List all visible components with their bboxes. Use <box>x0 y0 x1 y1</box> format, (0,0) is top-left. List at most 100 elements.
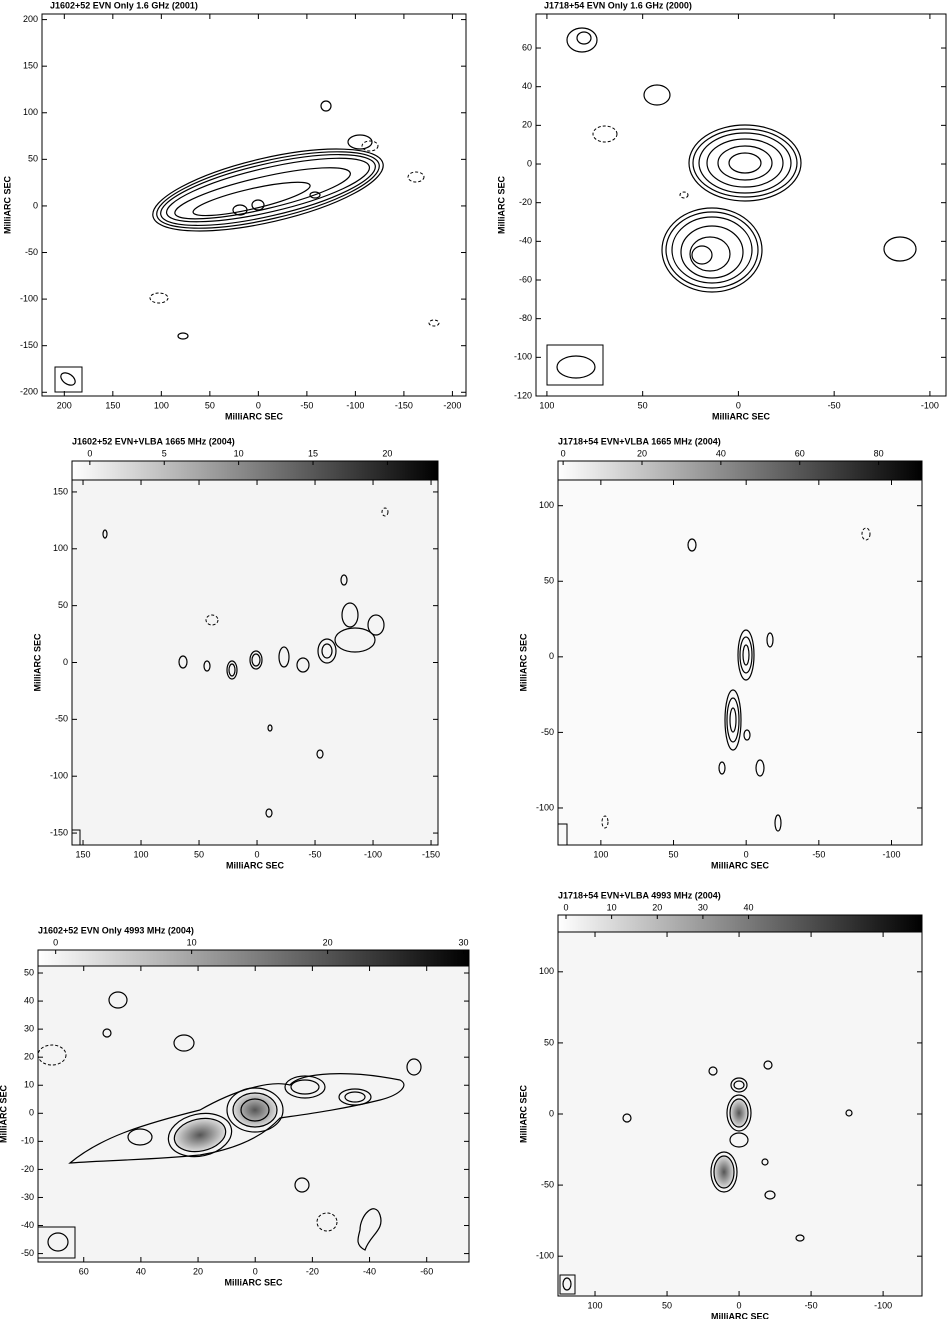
contours <box>54 100 440 393</box>
x-tick-label: 20 <box>193 1266 203 1276</box>
y-tick-label: 40 <box>24 995 34 1005</box>
y-tick-label: 30 <box>24 1024 34 1034</box>
y-tick-label: -40 <box>519 236 532 246</box>
map-title: J1602+52 EVN Only 1.6 GHz (2001) <box>50 0 198 10</box>
x-tick-label: 150 <box>76 849 91 859</box>
x-tick-label: -20 <box>306 1266 319 1276</box>
map-title: J1718+54 EVN+VLBA 4993 MHz (2004) <box>558 890 721 900</box>
y-tick-label: 0 <box>527 158 532 168</box>
y-tick-label: 200 <box>23 14 38 24</box>
colorbar-tick-label: 15 <box>308 448 318 458</box>
colorbar-tick-label: 40 <box>716 448 726 458</box>
x-axis-label: MilliARC SEC <box>711 1311 770 1319</box>
x-tick-label: 0 <box>744 849 749 859</box>
x-axis-label: MilliARC SEC <box>224 1277 283 1287</box>
y-tick-label: 0 <box>549 651 554 661</box>
x-tick-label: -50 <box>812 849 825 859</box>
x-tick-label: -50 <box>828 400 841 410</box>
y-tick-label: 20 <box>24 1052 34 1062</box>
colorbar-tick-label: 0 <box>561 448 566 458</box>
colorbar <box>71 460 439 481</box>
x-tick-label: -100 <box>882 849 900 859</box>
x-tick-label: -50 <box>300 400 313 410</box>
y-tick-label: 100 <box>53 543 68 553</box>
y-tick-label: -20 <box>519 197 532 207</box>
y-tick-label: 50 <box>544 1037 554 1047</box>
x-tick-label: -200 <box>443 400 461 410</box>
y-tick-label: -150 <box>20 340 38 350</box>
plot-frame <box>41 13 467 397</box>
colorbar <box>557 460 923 481</box>
map-title: J1718+54 EVN+VLBA 1665 MHz (2004) <box>558 436 721 446</box>
x-tick-label: -150 <box>422 849 440 859</box>
map-title: J1718+54 EVN Only 1.6 GHz (2000) <box>544 0 692 10</box>
x-tick-label: 0 <box>255 849 260 859</box>
colorbar-tick-label: 10 <box>187 937 197 947</box>
y-tick-label: -30 <box>21 1192 34 1202</box>
colorbar-tick-label: 20 <box>382 448 392 458</box>
y-tick-label: -100 <box>536 802 554 812</box>
y-tick-label: 10 <box>24 1080 34 1090</box>
x-tick-label: -100 <box>921 400 939 410</box>
x-tick-label: 0 <box>256 400 261 410</box>
colorbar-tick-label: 0 <box>53 937 58 947</box>
x-axis-label: MilliARC SEC <box>226 860 285 870</box>
x-tick-label: -50 <box>805 1300 818 1310</box>
plot-frame <box>535 13 947 397</box>
y-tick-label: -80 <box>519 313 532 323</box>
y-axis-label: MilliARC SEC <box>2 176 12 235</box>
x-tick-label: 0 <box>736 400 741 410</box>
colorbar <box>37 949 470 967</box>
map-background <box>72 480 438 845</box>
x-tick-label: 100 <box>154 400 169 410</box>
y-tick-label: 0 <box>63 657 68 667</box>
y-tick-label: 20 <box>522 120 532 130</box>
y-tick-label: 0 <box>549 1108 554 1118</box>
colorbar-tick-label: 80 <box>874 448 884 458</box>
x-axis-label: MilliARC SEC <box>225 411 284 421</box>
y-tick-label: -100 <box>50 771 68 781</box>
x-tick-label: 60 <box>79 1266 89 1276</box>
x-tick-label: 50 <box>638 400 648 410</box>
y-tick-label: 100 <box>539 500 554 510</box>
x-tick-label: -40 <box>363 1266 376 1276</box>
y-tick-label: -10 <box>21 1136 34 1146</box>
y-tick-label: 150 <box>53 486 68 496</box>
y-tick-label: 50 <box>24 967 34 977</box>
y-tick-label: -50 <box>55 714 68 724</box>
x-tick-label: 40 <box>136 1266 146 1276</box>
x-tick-label: -50 <box>309 849 322 859</box>
x-tick-label: 0 <box>253 1266 258 1276</box>
y-tick-label: -120 <box>514 390 532 400</box>
x-tick-label: -100 <box>874 1300 892 1310</box>
x-tick-label: 150 <box>105 400 120 410</box>
y-tick-label: 150 <box>23 61 38 71</box>
y-tick-label: 0 <box>33 200 38 210</box>
x-tick-label: 100 <box>593 849 608 859</box>
y-tick-label: 100 <box>23 107 38 117</box>
x-tick-label: -150 <box>395 400 413 410</box>
y-tick-label: -200 <box>20 387 38 397</box>
contours <box>559 1060 853 1295</box>
colorbar-tick-label: 10 <box>234 448 244 458</box>
contours <box>546 27 917 386</box>
colorbar-tick-label: 60 <box>795 448 805 458</box>
y-tick-label: -40 <box>21 1220 34 1230</box>
y-tick-label: 100 <box>539 966 554 976</box>
y-axis-label: MilliARC SEC <box>518 1085 528 1144</box>
y-tick-label: 60 <box>522 42 532 52</box>
colorbar-tick-label: 30 <box>459 937 469 947</box>
x-tick-label: -60 <box>420 1266 433 1276</box>
contours <box>71 507 389 846</box>
y-tick-label: -100 <box>514 352 532 362</box>
y-tick-label: 50 <box>544 576 554 586</box>
y-tick-label: -100 <box>536 1251 554 1261</box>
colorbar-tick-label: 20 <box>652 902 662 912</box>
x-tick-label: 100 <box>539 400 554 410</box>
y-tick-label: -100 <box>20 293 38 303</box>
x-tick-label: 50 <box>669 849 679 859</box>
y-tick-label: -50 <box>541 727 554 737</box>
x-tick-label: 50 <box>662 1300 672 1310</box>
